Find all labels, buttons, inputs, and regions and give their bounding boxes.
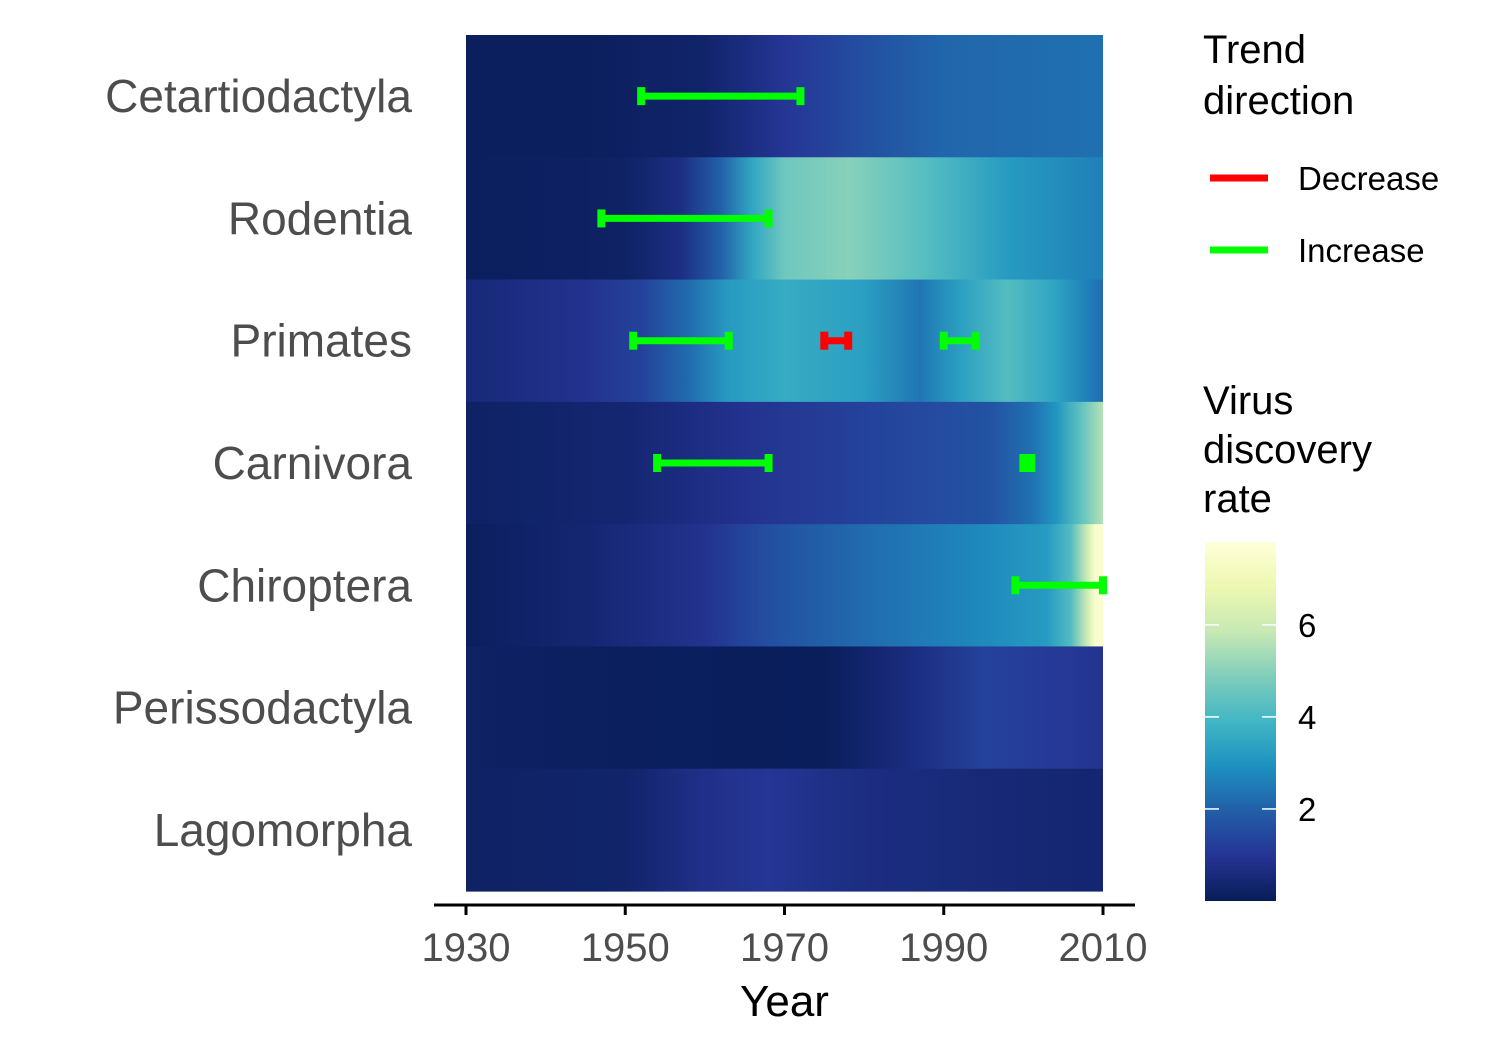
x-tick-label-2010: 2010 xyxy=(1059,926,1148,970)
trend-segment-cetartiodactyla-1 xyxy=(637,87,805,106)
trend-segment-chiroptera-8 xyxy=(1011,576,1107,595)
y-label-chiroptera: Chiroptera xyxy=(197,559,412,611)
trend-segment-carnivora-7 xyxy=(1019,454,1036,472)
x-axis-title: Year xyxy=(740,977,829,1026)
x-axis: 1930 1950 1970 1990 2010 xyxy=(422,903,1148,970)
legend-trend-title-line-1: Trend xyxy=(1203,28,1306,72)
heat-row-lagomorpha xyxy=(466,768,1103,892)
legend-label-decrease: Decrease xyxy=(1298,160,1439,197)
y-label-perissodactyla: Perissodactyla xyxy=(113,682,413,734)
heatmap-rows xyxy=(466,35,1103,892)
y-label-primates: Primates xyxy=(231,315,412,367)
y-label-lagomorpha: Lagomorpha xyxy=(154,804,413,856)
y-label-carnivora: Carnivora xyxy=(213,437,413,489)
colorbar-tick-label-6: 6 xyxy=(1298,607,1316,644)
legend-colorbar: Virus discovery rate 2 4 6 xyxy=(1203,379,1372,901)
heat-row-carnivora xyxy=(466,401,1103,525)
x-tick-label-1990: 1990 xyxy=(899,926,988,970)
colorbar-title-line-3: rate xyxy=(1203,477,1272,521)
legend-trend-title-line-2: direction xyxy=(1203,79,1354,123)
trend-segment-rodentia-2 xyxy=(597,209,773,228)
colorbar-gradient xyxy=(1205,542,1276,901)
legend-label-increase: Increase xyxy=(1298,232,1425,269)
colorbar-title-line-1: Virus xyxy=(1203,379,1293,423)
trend-segment-carnivora-6 xyxy=(653,454,773,472)
legend-trend-direction: Trend direction Decrease Increase xyxy=(1203,28,1439,269)
x-tick-label-1950: 1950 xyxy=(581,926,670,970)
trend-segments xyxy=(597,87,1107,595)
y-label-cetartiodactyla: Cetartiodactyla xyxy=(105,70,412,122)
x-tick-label-1930: 1930 xyxy=(422,926,511,970)
colorbar-title-line-2: discovery xyxy=(1203,428,1372,472)
heat-row-perissodactyla xyxy=(466,646,1103,770)
trend-segment-primates-3 xyxy=(629,331,733,350)
colorbar-tick-label-4: 4 xyxy=(1298,699,1316,736)
heat-row-rodentia xyxy=(466,157,1103,281)
trend-segment-primates-5 xyxy=(939,331,980,350)
y-axis-labels: Cetartiodactyla Rodentia Primates Carnivora… xyxy=(105,70,412,856)
y-label-rodentia: Rodentia xyxy=(228,192,413,244)
heat-row-chiroptera xyxy=(466,524,1103,648)
heat-row-primates xyxy=(466,279,1103,403)
x-tick-label-1970: 1970 xyxy=(740,926,829,970)
trend-segment-primates-4 xyxy=(820,331,853,350)
colorbar-tick-label-2: 2 xyxy=(1298,791,1316,828)
